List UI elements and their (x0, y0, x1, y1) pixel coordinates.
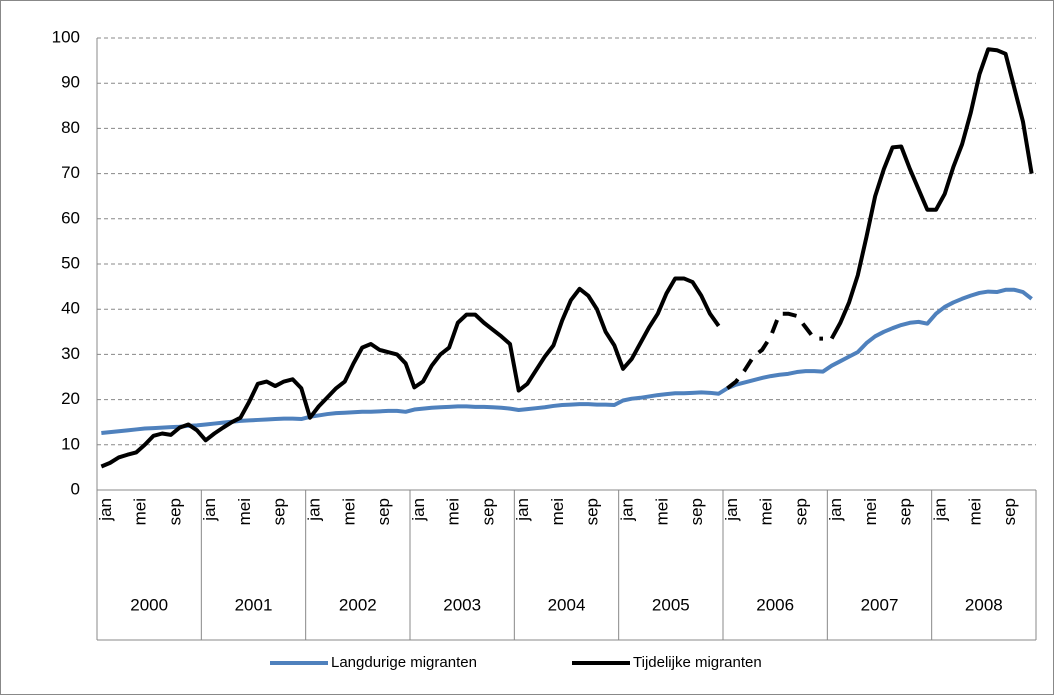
x-tick-label: jan (930, 498, 949, 522)
y-tick-label: 50 (61, 253, 80, 272)
x-tick-label: jan (304, 498, 323, 522)
legend-label: Langdurige migranten (331, 654, 477, 671)
x-tick-label: sep (896, 498, 915, 525)
x-tick-label: mei (965, 498, 984, 525)
x-tick-label: mei (757, 498, 776, 525)
y-tick-label: 0 (71, 479, 80, 498)
group-label: 2000 (130, 595, 168, 614)
line-series (100, 276, 721, 469)
x-tick-label: sep (791, 498, 810, 525)
y-tick-label: 80 (61, 118, 80, 137)
group-label: 2004 (548, 595, 586, 614)
x-tick-label: jan (826, 498, 845, 522)
group-label: 2007 (861, 595, 899, 614)
x-tick-label: mei (444, 498, 463, 525)
x-tick-label: mei (861, 498, 880, 525)
x-tick-label: sep (583, 498, 602, 525)
y-tick-label: 60 (61, 208, 80, 227)
x-tick-label: mei (235, 498, 254, 525)
y-tick-label: 10 (61, 434, 80, 453)
x-tick-label: mei (131, 498, 150, 525)
x-tick-label: sep (270, 498, 289, 525)
y-tick-label: 70 (61, 163, 80, 182)
y-tick-label: 100 (52, 27, 80, 46)
legend-label: Tijdelijke migranten (633, 654, 762, 671)
group-label: 2006 (756, 595, 794, 614)
group-label: 2003 (443, 595, 481, 614)
x-tick-label: sep (165, 498, 184, 525)
group-label: 2002 (339, 595, 377, 614)
y-tick-label: 20 (61, 389, 80, 408)
group-label: 2008 (965, 595, 1003, 614)
line-series (829, 47, 1034, 340)
x-tick-label: jan (513, 498, 532, 522)
x-tick-label: jan (200, 498, 219, 522)
x-tick-label: sep (478, 498, 497, 525)
group-label: 2001 (235, 595, 273, 614)
x-tick-label: jan (617, 498, 636, 522)
x-tick-label: jan (96, 498, 115, 522)
x-tick-label: sep (374, 498, 393, 525)
y-tick-label: 30 (61, 344, 80, 363)
x-tick-label: mei (339, 498, 358, 525)
group-label: 2005 (652, 595, 690, 614)
x-tick-label: sep (1000, 498, 1019, 525)
x-tick-label: jan (409, 498, 428, 522)
y-tick-label: 90 (61, 73, 80, 92)
x-tick-label: sep (687, 498, 706, 525)
x-tick-label: jan (722, 498, 741, 522)
y-tick-label: 40 (61, 299, 80, 318)
line-series (101, 287, 1033, 436)
x-tick-label: mei (548, 498, 567, 525)
x-tick-label: mei (652, 498, 671, 525)
line-series (726, 311, 823, 390)
